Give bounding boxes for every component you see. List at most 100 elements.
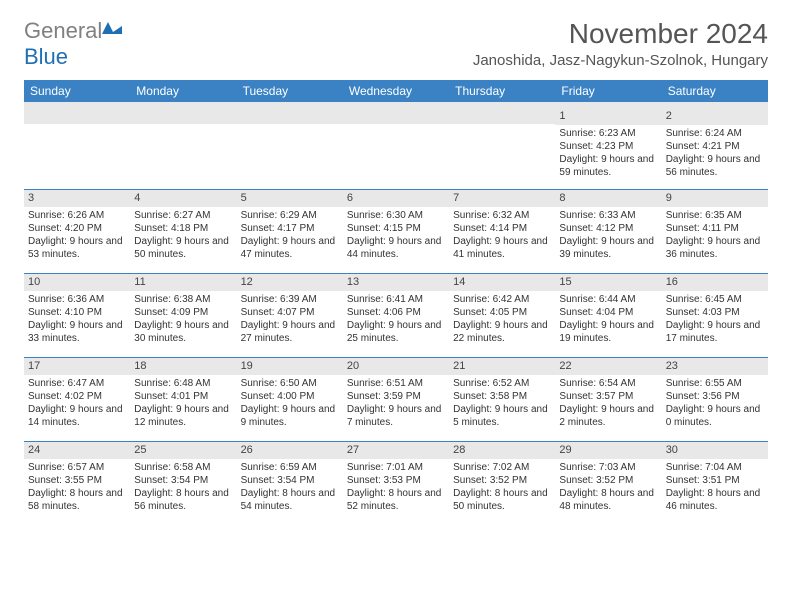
sunrise-text: Sunrise: 6:57 AM bbox=[28, 461, 126, 474]
month-title: November 2024 bbox=[473, 18, 768, 50]
daylight-text: Daylight: 8 hours and 46 minutes. bbox=[666, 487, 764, 513]
calendar-day-cell: 20Sunrise: 6:51 AMSunset: 3:59 PMDayligh… bbox=[343, 357, 449, 441]
sunrise-text: Sunrise: 6:33 AM bbox=[559, 209, 657, 222]
logo-text: General Blue bbox=[24, 18, 122, 70]
calendar-day-cell: 7Sunrise: 6:32 AMSunset: 4:14 PMDaylight… bbox=[449, 189, 555, 273]
day-number: 7 bbox=[449, 190, 555, 207]
day-details: Sunrise: 6:55 AMSunset: 3:56 PMDaylight:… bbox=[662, 375, 768, 433]
calendar-day-cell: 2Sunrise: 6:24 AMSunset: 4:21 PMDaylight… bbox=[662, 105, 768, 189]
sunrise-text: Sunrise: 6:55 AM bbox=[666, 377, 764, 390]
sunset-text: Sunset: 3:57 PM bbox=[559, 390, 657, 403]
day-number: 26 bbox=[237, 442, 343, 459]
calendar-day-cell: 18Sunrise: 6:48 AMSunset: 4:01 PMDayligh… bbox=[130, 357, 236, 441]
day-header-row: Sunday Monday Tuesday Wednesday Thursday… bbox=[24, 80, 768, 105]
sunset-text: Sunset: 3:54 PM bbox=[241, 474, 339, 487]
day-number bbox=[237, 108, 343, 124]
sunset-text: Sunset: 4:21 PM bbox=[666, 140, 764, 153]
daylight-text: Daylight: 9 hours and 22 minutes. bbox=[453, 319, 551, 345]
day-details: Sunrise: 6:27 AMSunset: 4:18 PMDaylight:… bbox=[130, 207, 236, 265]
sunrise-text: Sunrise: 7:01 AM bbox=[347, 461, 445, 474]
day-details: Sunrise: 6:39 AMSunset: 4:07 PMDaylight:… bbox=[237, 291, 343, 349]
daylight-text: Daylight: 8 hours and 58 minutes. bbox=[28, 487, 126, 513]
day-details: Sunrise: 6:29 AMSunset: 4:17 PMDaylight:… bbox=[237, 207, 343, 265]
calendar-day-cell: 11Sunrise: 6:38 AMSunset: 4:09 PMDayligh… bbox=[130, 273, 236, 357]
day-number: 3 bbox=[24, 190, 130, 207]
sunrise-text: Sunrise: 6:52 AM bbox=[453, 377, 551, 390]
sunrise-text: Sunrise: 6:32 AM bbox=[453, 209, 551, 222]
sunrise-text: Sunrise: 6:23 AM bbox=[559, 127, 657, 140]
day-details: Sunrise: 6:52 AMSunset: 3:58 PMDaylight:… bbox=[449, 375, 555, 433]
day-number: 19 bbox=[237, 358, 343, 375]
sunrise-text: Sunrise: 6:27 AM bbox=[134, 209, 232, 222]
day-details: Sunrise: 6:35 AMSunset: 4:11 PMDaylight:… bbox=[662, 207, 768, 265]
day-number: 29 bbox=[555, 442, 661, 459]
day-details: Sunrise: 7:01 AMSunset: 3:53 PMDaylight:… bbox=[343, 459, 449, 517]
sunrise-text: Sunrise: 6:38 AM bbox=[134, 293, 232, 306]
sunset-text: Sunset: 4:05 PM bbox=[453, 306, 551, 319]
calendar-week-row: 24Sunrise: 6:57 AMSunset: 3:55 PMDayligh… bbox=[24, 441, 768, 525]
daylight-text: Daylight: 9 hours and 36 minutes. bbox=[666, 235, 764, 261]
calendar-week-row: 10Sunrise: 6:36 AMSunset: 4:10 PMDayligh… bbox=[24, 273, 768, 357]
sunset-text: Sunset: 3:51 PM bbox=[666, 474, 764, 487]
day-details: Sunrise: 6:57 AMSunset: 3:55 PMDaylight:… bbox=[24, 459, 130, 517]
day-details: Sunrise: 7:02 AMSunset: 3:52 PMDaylight:… bbox=[449, 459, 555, 517]
sunrise-text: Sunrise: 6:50 AM bbox=[241, 377, 339, 390]
calendar-day-cell: 13Sunrise: 6:41 AMSunset: 4:06 PMDayligh… bbox=[343, 273, 449, 357]
sunrise-text: Sunrise: 6:58 AM bbox=[134, 461, 232, 474]
sunset-text: Sunset: 3:52 PM bbox=[559, 474, 657, 487]
sunset-text: Sunset: 4:04 PM bbox=[559, 306, 657, 319]
day-number: 28 bbox=[449, 442, 555, 459]
day-number: 10 bbox=[24, 274, 130, 291]
calendar-day-cell: 5Sunrise: 6:29 AMSunset: 4:17 PMDaylight… bbox=[237, 189, 343, 273]
calendar-week-row: 3Sunrise: 6:26 AMSunset: 4:20 PMDaylight… bbox=[24, 189, 768, 273]
daylight-text: Daylight: 8 hours and 56 minutes. bbox=[134, 487, 232, 513]
calendar-day-cell: 10Sunrise: 6:36 AMSunset: 4:10 PMDayligh… bbox=[24, 273, 130, 357]
day-number: 17 bbox=[24, 358, 130, 375]
calendar-day-cell: 12Sunrise: 6:39 AMSunset: 4:07 PMDayligh… bbox=[237, 273, 343, 357]
day-details: Sunrise: 6:33 AMSunset: 4:12 PMDaylight:… bbox=[555, 207, 661, 265]
calendar-day-cell bbox=[237, 105, 343, 189]
day-number bbox=[449, 108, 555, 124]
day-number: 5 bbox=[237, 190, 343, 207]
sunset-text: Sunset: 3:53 PM bbox=[347, 474, 445, 487]
calendar-day-cell: 29Sunrise: 7:03 AMSunset: 3:52 PMDayligh… bbox=[555, 441, 661, 525]
day-details: Sunrise: 6:42 AMSunset: 4:05 PMDaylight:… bbox=[449, 291, 555, 349]
day-details: Sunrise: 6:50 AMSunset: 4:00 PMDaylight:… bbox=[237, 375, 343, 433]
daylight-text: Daylight: 9 hours and 7 minutes. bbox=[347, 403, 445, 429]
daylight-text: Daylight: 9 hours and 44 minutes. bbox=[347, 235, 445, 261]
daylight-text: Daylight: 9 hours and 12 minutes. bbox=[134, 403, 232, 429]
calendar-day-cell: 3Sunrise: 6:26 AMSunset: 4:20 PMDaylight… bbox=[24, 189, 130, 273]
calendar-day-cell: 9Sunrise: 6:35 AMSunset: 4:11 PMDaylight… bbox=[662, 189, 768, 273]
daylight-text: Daylight: 9 hours and 17 minutes. bbox=[666, 319, 764, 345]
calendar-day-cell: 16Sunrise: 6:45 AMSunset: 4:03 PMDayligh… bbox=[662, 273, 768, 357]
sunrise-text: Sunrise: 6:24 AM bbox=[666, 127, 764, 140]
day-details: Sunrise: 7:04 AMSunset: 3:51 PMDaylight:… bbox=[662, 459, 768, 517]
daylight-text: Daylight: 9 hours and 50 minutes. bbox=[134, 235, 232, 261]
sunset-text: Sunset: 4:12 PM bbox=[559, 222, 657, 235]
daylight-text: Daylight: 9 hours and 56 minutes. bbox=[666, 153, 764, 179]
calendar-day-cell bbox=[130, 105, 236, 189]
calendar-body: 1Sunrise: 6:23 AMSunset: 4:23 PMDaylight… bbox=[24, 105, 768, 525]
day-header: Saturday bbox=[662, 80, 768, 105]
calendar-day-cell: 21Sunrise: 6:52 AMSunset: 3:58 PMDayligh… bbox=[449, 357, 555, 441]
daylight-text: Daylight: 9 hours and 19 minutes. bbox=[559, 319, 657, 345]
calendar-day-cell: 1Sunrise: 6:23 AMSunset: 4:23 PMDaylight… bbox=[555, 105, 661, 189]
day-number: 27 bbox=[343, 442, 449, 459]
sunrise-text: Sunrise: 6:48 AM bbox=[134, 377, 232, 390]
day-number: 22 bbox=[555, 358, 661, 375]
daylight-text: Daylight: 8 hours and 54 minutes. bbox=[241, 487, 339, 513]
sunrise-text: Sunrise: 7:04 AM bbox=[666, 461, 764, 474]
day-header: Wednesday bbox=[343, 80, 449, 105]
day-number: 14 bbox=[449, 274, 555, 291]
calendar-day-cell: 28Sunrise: 7:02 AMSunset: 3:52 PMDayligh… bbox=[449, 441, 555, 525]
logo-text-gray: General bbox=[24, 18, 102, 43]
daylight-text: Daylight: 9 hours and 30 minutes. bbox=[134, 319, 232, 345]
calendar-day-cell: 30Sunrise: 7:04 AMSunset: 3:51 PMDayligh… bbox=[662, 441, 768, 525]
day-header: Monday bbox=[130, 80, 236, 105]
sunset-text: Sunset: 4:18 PM bbox=[134, 222, 232, 235]
sunset-text: Sunset: 4:10 PM bbox=[28, 306, 126, 319]
sunrise-text: Sunrise: 6:41 AM bbox=[347, 293, 445, 306]
day-number: 11 bbox=[130, 274, 236, 291]
day-number: 16 bbox=[662, 274, 768, 291]
day-details: Sunrise: 6:47 AMSunset: 4:02 PMDaylight:… bbox=[24, 375, 130, 433]
